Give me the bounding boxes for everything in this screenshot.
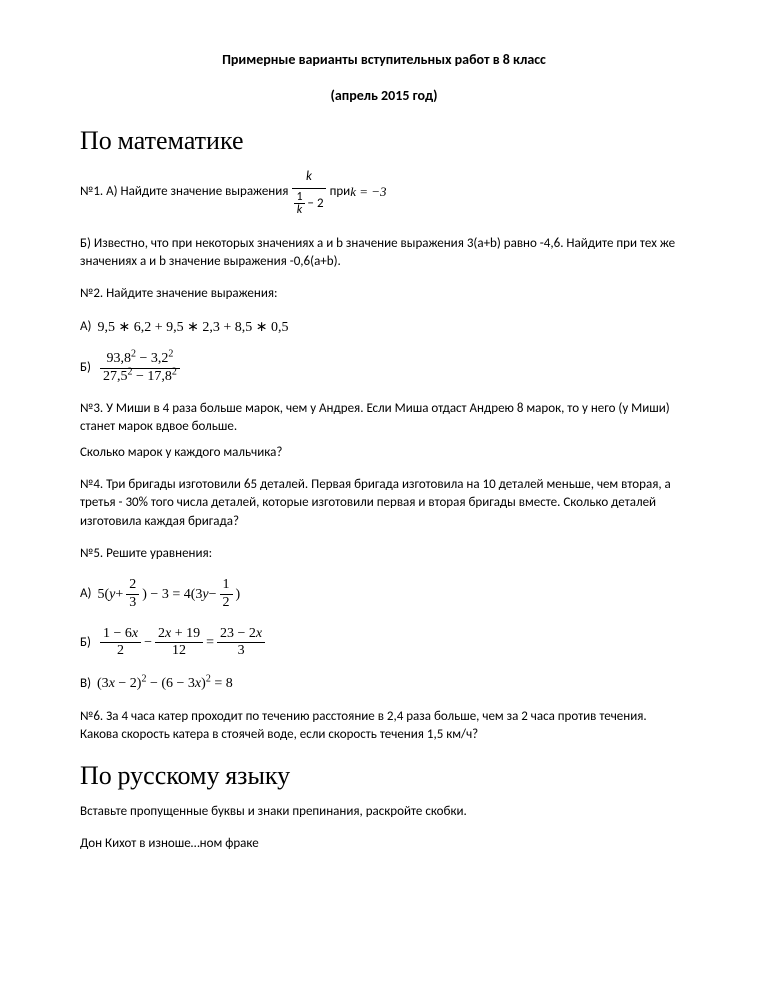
expr-5c: (3x − 2)2 − (6 − 3x)2 = 8: [97, 674, 233, 694]
problem-5b: Б) 1 − 6x 2 − 2x + 19 12 = 23 − 2x 3: [80, 626, 688, 661]
fraction-2b: 93,82 − 3,22 27,52 − 17,82: [100, 351, 180, 386]
fraction-numerator: k: [292, 168, 325, 189]
d-5b1: 2: [100, 643, 141, 660]
frac-23: 2 3: [126, 577, 139, 612]
page-title: Примерные варианты вступительных работ в…: [80, 50, 688, 70]
problem-1a-pri: при: [330, 183, 351, 201]
problem-2a: А) 9,5 ∗ 6,2 + 9,5 ∗ 2,3 + 8,5 ∗ 0,5: [80, 318, 688, 338]
problem-3a: №3. У Миши в 4 раза больше марок, чем у …: [80, 400, 688, 436]
russian-intro: Вставьте пропущенные буквы и знаки препи…: [80, 803, 688, 821]
label-5c: В): [80, 675, 91, 693]
inner-fraction: 1 k: [294, 191, 304, 217]
n-5b3: 23 − 2x: [217, 626, 265, 644]
d-12: 2: [220, 595, 233, 612]
n-5b2: 2x + 19: [155, 626, 203, 644]
problem-5a: А) 5( y + 2 3 ) − 3 = 4(3 y − 1 2 ): [80, 577, 688, 612]
frac-5b-2: 2x + 19 12: [155, 626, 203, 661]
frac-5b-1: 1 − 6x 2: [100, 626, 141, 661]
n-23: 2: [126, 577, 139, 595]
d-5b2: 12: [155, 643, 203, 660]
problem-1a: №1. А) Найдите значение выражения k 1 k …: [80, 168, 688, 217]
d-5b3: 3: [217, 643, 265, 660]
page-subtitle: (апрель 2015 год): [80, 86, 688, 106]
plus-5a: +: [115, 585, 123, 605]
problem-3b: Сколько марок у каждого мальчика?: [80, 444, 688, 462]
problem-1a-fraction: k 1 k − 2: [292, 168, 325, 217]
problem-2-intro: №2. Найдите значение выражения:: [80, 285, 688, 303]
problem-5-intro: №5. Решите уравнения:: [80, 545, 688, 563]
problem-1b: Б) Известно, что при некоторых значениях…: [80, 235, 688, 271]
problem-2b: Б) 93,82 − 3,22 27,52 − 17,82: [80, 351, 688, 386]
minus-5a: −: [209, 585, 217, 605]
n-12: 1: [220, 577, 233, 595]
label-5a: А): [80, 585, 91, 603]
label-2a: А): [80, 318, 91, 336]
russian-text-1: Дон Кихот в изноше…ном фраке: [80, 835, 688, 853]
problem-4: №4. Три бригады изготовили 65 деталей. П…: [80, 476, 688, 531]
minus-2: − 2: [308, 195, 324, 213]
den-2b: 27,52 − 17,82: [100, 369, 180, 386]
frac-5b-3: 23 − 2x 3: [217, 626, 265, 661]
section-russian-heading: По русскому языку: [80, 758, 688, 794]
eq-5b: =: [206, 633, 214, 653]
expr-2a: 9,5 ∗ 6,2 + 9,5 ∗ 2,3 + 8,5 ∗ 0,5: [97, 318, 288, 338]
frac-12: 1 2: [220, 577, 233, 612]
d-23: 3: [126, 595, 139, 612]
expr-5a-mid: ) − 3 = 4(3: [142, 585, 202, 605]
problem-6: №6. За 4 часа катер проходит по течению …: [80, 708, 688, 744]
label-2b: Б): [80, 359, 91, 377]
inner-num: 1: [294, 191, 304, 204]
problem-5c: В) (3x − 2)2 − (6 − 3x)2 = 8: [80, 674, 688, 694]
expr-5a-end: ): [236, 585, 241, 605]
n-5b1: 1 − 6x: [100, 626, 141, 644]
num-2b: 93,82 − 3,22: [100, 351, 180, 369]
section-math-heading: По математике: [80, 123, 688, 159]
expr-5a-1: 5(: [97, 585, 109, 605]
minus-5b: −: [144, 633, 152, 653]
label-5b: Б): [80, 634, 91, 652]
problem-1a-prefix: №1. А) Найдите значение выражения: [80, 183, 288, 201]
problem-1a-kval: k = −3: [350, 183, 386, 201]
fraction-denominator: 1 k − 2: [292, 189, 325, 217]
inner-den: k: [294, 204, 304, 217]
